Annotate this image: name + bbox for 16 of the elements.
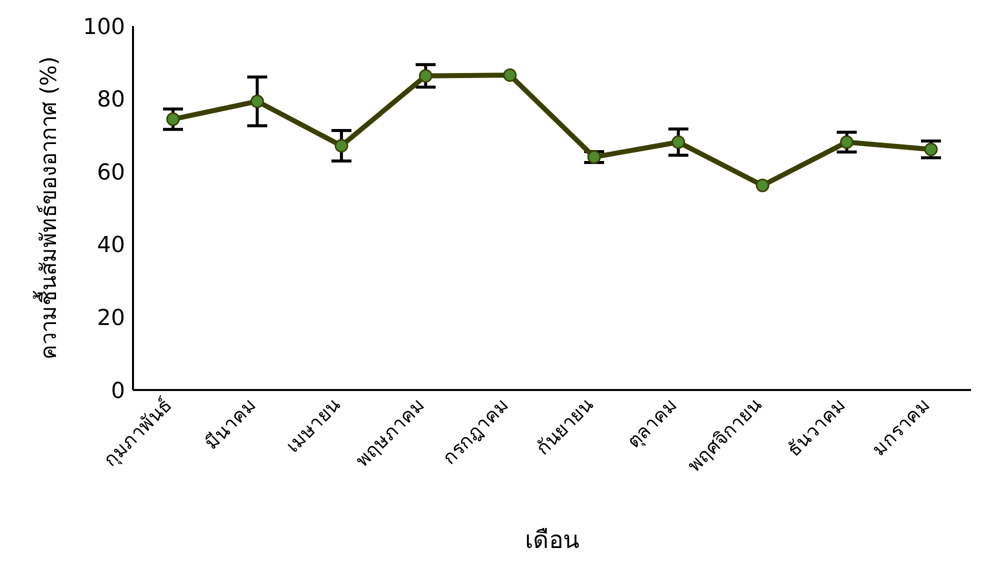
point (672, 135, 686, 149)
point (503, 68, 517, 82)
y-axis-title: ความชื้นสัมพัทธ์ของอากาศ (%) (32, 56, 62, 360)
y-tick-label: 60 (97, 160, 125, 186)
point (840, 135, 854, 149)
y-tick-label: 20 (97, 306, 125, 332)
y-tick-label: 80 (97, 88, 125, 113)
point (250, 94, 264, 108)
y-tick-label: 40 (97, 233, 125, 258)
point (418, 69, 432, 83)
point (587, 150, 601, 164)
x-axis-title: เดือน (525, 526, 579, 554)
point (334, 139, 348, 153)
point (756, 178, 770, 192)
y-tick-label: 100 (83, 14, 125, 40)
point (166, 112, 180, 126)
